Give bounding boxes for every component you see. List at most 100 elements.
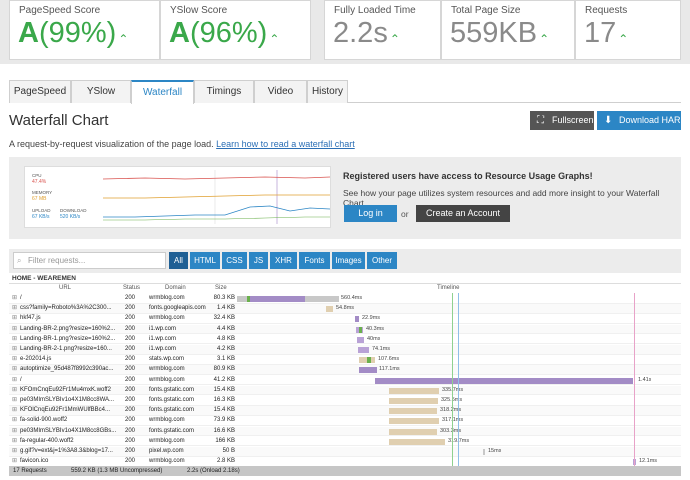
tab-pagespeed[interactable]: PageSpeed xyxy=(9,80,71,103)
table-row[interactable]: ⊞ fa-regular-400.woff2 200 wrmblog.com 166 K… xyxy=(9,437,681,447)
memory-value: 67 MB xyxy=(32,196,47,202)
table-row[interactable]: ⊞ autoptimize_95d487f8992c390ac... 200 wrmb… xyxy=(9,365,681,375)
yslow-score-card: YSlow Score A(96%) ⌃ xyxy=(160,0,311,60)
domain-cell: fonts.gstatic.com xyxy=(149,407,195,414)
filter-images-button[interactable]: Images xyxy=(332,252,365,269)
url-cell: Landing-BR-2-1.png?resize=160... xyxy=(20,346,112,352)
timeline-duration-label: 40ms xyxy=(367,335,381,342)
expand-icon[interactable]: ⊞ xyxy=(12,305,18,312)
table-row[interactable]: ⊞ e-202014.js 200 stats.wp.com 3.1 KB 107.6ms xyxy=(9,355,681,365)
page-group-header: HOME - WEAREMEN xyxy=(9,273,681,284)
upload-value: 67 KB/s xyxy=(32,214,50,220)
size-cell: 50 B xyxy=(222,448,235,454)
size-cell: 41.2 KB xyxy=(213,376,235,383)
filter-fonts-button[interactable]: Fonts xyxy=(299,252,330,269)
domain-column-header: Domain xyxy=(165,285,186,291)
search-icon: ⌕ xyxy=(17,256,22,265)
expand-icon[interactable]: ⊞ xyxy=(12,376,18,383)
expand-icon[interactable]: ⊞ xyxy=(12,366,18,373)
timeline-duration-label: 1.41s xyxy=(638,376,652,383)
table-row[interactable]: ⊞/ 200 wrmblog.com 80.3 KB 560.4ms xyxy=(9,294,681,304)
fullscreen-label: Fullscreen xyxy=(552,115,594,125)
filter-css-button[interactable]: CSS xyxy=(222,252,247,269)
timeline-duration-label: 40.3ms xyxy=(366,325,385,332)
resource-graph-thumbnail: CPU 47.4% MEMORY 67 MB UPLOAD 67 KB/s DO… xyxy=(24,166,331,228)
timeline-bar xyxy=(326,306,333,313)
url-cell: g.gif?v=ext&j=1%3A8.3&blog=17... xyxy=(20,448,113,454)
domain-cell: i1.wp.com xyxy=(149,325,177,332)
waterfall-help-link[interactable]: Learn how to read a waterfall chart xyxy=(216,139,355,149)
page-size-label: Total Page Size xyxy=(451,5,521,16)
cpu-line xyxy=(102,176,331,180)
footer-size: 559.2 KB (1.3 MB Uncompressed) xyxy=(71,468,163,474)
tab-waterfall[interactable]: Waterfall xyxy=(131,80,194,104)
table-row[interactable]: ⊞/ 200 wrmblog.com 41.2 KB 1.41s xyxy=(9,376,681,386)
timeline-wait-bar xyxy=(237,296,249,302)
expand-icon[interactable]: ⊞ xyxy=(12,407,18,414)
download-har-button[interactable]: ⬇ Download HAR xyxy=(597,111,681,130)
domain-cell: i1.wp.com xyxy=(149,346,177,352)
expand-icon[interactable]: ⊞ xyxy=(12,356,18,363)
filter-js-button[interactable]: JS xyxy=(249,252,268,269)
expand-icon[interactable]: ⊞ xyxy=(12,346,18,352)
filter-all-button[interactable]: All xyxy=(169,252,188,269)
size-cell: 32.4 KB xyxy=(213,315,235,322)
expand-icon[interactable]: ⊞ xyxy=(12,335,18,342)
expand-icon[interactable]: ⊞ xyxy=(12,427,18,434)
pagespeed-percent: (99%) xyxy=(38,17,117,49)
table-row[interactable]: ⊞ fa-solid-900.woff2 200 wrmblog.com 73.9 KB… xyxy=(9,416,681,426)
expand-icon[interactable]: ⊞ xyxy=(12,437,18,444)
timeline-receive-bar xyxy=(305,296,339,302)
create-account-button[interactable]: Create an Account xyxy=(416,205,510,222)
tab-yslow[interactable]: YSlow xyxy=(71,80,131,103)
filter-requests-input[interactable]: ⌕ Filter requests... xyxy=(13,252,166,269)
expand-icon[interactable]: ⊞ xyxy=(12,417,18,424)
table-row[interactable]: ⊞ pe03MImSLYBIv1o4X1M8cc8GBs... 200 fonts.g… xyxy=(9,426,681,437)
status-cell: 200 xyxy=(125,305,136,312)
table-row[interactable]: ⊞ Landing-BR-1.png?resize=160%2... 200 i1.w… xyxy=(9,335,681,345)
expand-icon[interactable]: ⊞ xyxy=(12,448,18,454)
size-cell: 73.9 KB xyxy=(213,417,235,424)
download-label: DOWNLOAD xyxy=(60,208,87,213)
size-cell: 15.4 KB xyxy=(213,386,235,393)
table-row[interactable]: ⊞ KFOlCnqEu92Fr1MmWUlfBBc4... 200 fonts.gst… xyxy=(9,406,681,416)
timeline-bar xyxy=(249,296,305,302)
expand-icon[interactable]: ⊞ xyxy=(12,386,18,393)
fullscreen-button[interactable]: ⛶ Fullscreen xyxy=(530,111,594,130)
expand-icon[interactable]: ⊞ xyxy=(12,458,18,465)
url-cell: pe03MImSLYBIv1o4X1M8cc8GBs... xyxy=(20,427,117,434)
url-cell: fa-regular-400.woff2 xyxy=(20,437,74,444)
load-time-value: 2.2s xyxy=(333,17,388,49)
table-row[interactable]: ⊞ g.gif?v=ext&j=1%3A8.3&blog=17... 200 pixe… xyxy=(9,447,681,457)
load-time-up-arrow-icon: ⌃ xyxy=(389,32,400,46)
tab-video[interactable]: Video xyxy=(254,80,307,103)
expand-icon[interactable]: ⊞ xyxy=(12,295,18,301)
filter-xhr-button[interactable]: XHR xyxy=(270,252,297,269)
table-row[interactable]: ⊞ Landing-BR-2-1.png?resize=160... 200 i1.w… xyxy=(9,345,681,355)
login-button[interactable]: Log in xyxy=(344,205,397,222)
expand-icon[interactable]: ⊞ xyxy=(12,315,18,322)
table-row[interactable]: ⊞ pe03MImSLYBIv1o4X1M8cc8WA... 200 fonts.gs… xyxy=(9,396,681,406)
fullscreen-icon: ⛶ xyxy=(537,115,544,126)
table-row[interactable]: ⊞ KFOmCnqEu92Fr1Mu4mxK.woff2 200 fonts.gsta… xyxy=(9,385,681,396)
tab-timings[interactable]: Timings xyxy=(194,80,254,103)
memory-label: MEMORY xyxy=(32,190,52,195)
cpu-label: CPU xyxy=(32,173,42,178)
filter-html-button[interactable]: HTML xyxy=(190,252,220,269)
table-row[interactable]: ⊞ hkf47.js 200 wrmblog.com 32.4 KB 22.9ms xyxy=(9,314,681,324)
filter-other-button[interactable]: Other xyxy=(367,252,397,269)
domain-cell: pixel.wp.com xyxy=(149,448,184,454)
table-row[interactable]: ⊞ css?family=Roboto%3A%2C300... 200 fonts.g… xyxy=(9,304,681,314)
expand-icon[interactable]: ⊞ xyxy=(12,325,18,332)
description-text: A request-by-request visualization of th… xyxy=(9,139,214,149)
expand-icon[interactable]: ⊞ xyxy=(12,397,18,403)
timeline-bar xyxy=(359,367,377,374)
tab-history[interactable]: History xyxy=(307,80,348,103)
domain-cell: fonts.gstatic.com xyxy=(149,397,195,403)
footer-requests: 17 Requests xyxy=(13,468,47,474)
requests-label: Requests xyxy=(585,5,628,16)
load-time-card: Fully Loaded Time 2.2s ⌃ xyxy=(324,0,441,60)
table-row[interactable]: ⊞ Landing-BR-2.png?resize=160%2... 200 i1.w… xyxy=(9,324,681,335)
waterfall-footer: 17 Requests 559.2 KB (1.3 MB Uncompresse… xyxy=(9,466,681,476)
requests-card: Requests 17 ⌃ xyxy=(575,0,681,60)
